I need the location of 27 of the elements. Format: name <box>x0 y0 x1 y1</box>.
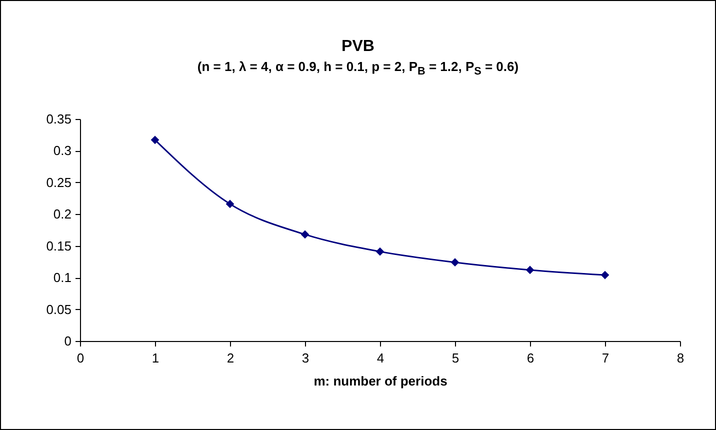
point <box>526 266 534 274</box>
y-tick-label: 0.2 <box>53 206 72 222</box>
y-tick-label: 0.35 <box>46 112 72 126</box>
x-tick-label: 1 <box>152 350 160 366</box>
chart-subtitle: (n = 1, λ = 4, α = 0.9, h = 0.1, p = 2, P$_{B}$ = 1.2, P$_{S}$ = 0.6) <box>196 59 520 78</box>
y-tick-label: 0.15 <box>46 238 72 254</box>
y-tick-label: 0.05 <box>46 302 72 317</box>
point <box>450 258 460 267</box>
x-tick-label: 3 <box>302 350 310 366</box>
point <box>600 270 610 280</box>
point <box>150 136 160 144</box>
x-tick-label: 0 <box>76 350 84 366</box>
y-tick-label: 0.3 <box>53 143 72 158</box>
y-tick-label: 0.25 <box>46 174 72 190</box>
x-tick-label: 7 <box>602 350 610 366</box>
y-tick-label: 0 <box>64 334 72 348</box>
x-tick-label: 5 <box>452 350 460 366</box>
point <box>376 247 384 256</box>
x-tick-label: 2 <box>226 350 234 366</box>
x-tick-label: 6 <box>526 350 534 366</box>
point <box>300 230 310 239</box>
x-tick-label: 8 <box>676 350 684 366</box>
chart-title: PVB <box>340 38 376 56</box>
point <box>226 200 234 208</box>
y-tick-label: 0.1 <box>53 270 72 286</box>
x-axis-title: m: number of periods <box>314 374 448 388</box>
x-tick-label: 4 <box>376 350 384 366</box>
